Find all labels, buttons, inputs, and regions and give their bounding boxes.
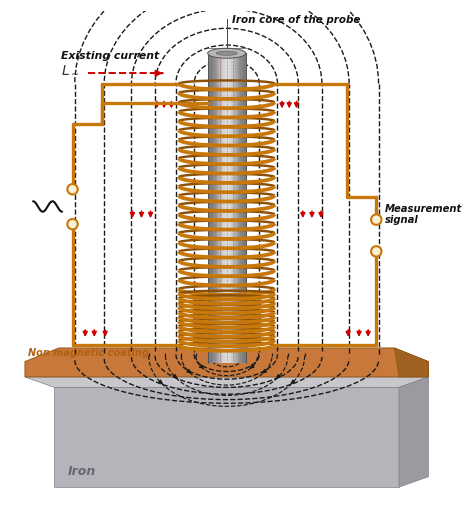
Bar [246, 53, 247, 364]
Text: $L_{\sim}$: $L_{\sim}$ [61, 62, 80, 76]
Bar [209, 53, 210, 364]
Text: Iron: Iron [68, 465, 96, 478]
Bar [211, 53, 213, 364]
Bar [245, 53, 246, 364]
Polygon shape [394, 348, 428, 377]
Circle shape [67, 219, 78, 229]
Bar [226, 53, 228, 364]
Ellipse shape [208, 48, 246, 58]
Text: Iron core of the probe: Iron core of the probe [232, 15, 361, 25]
Circle shape [371, 246, 382, 257]
Bar [234, 53, 236, 364]
Bar [242, 53, 244, 364]
Bar [210, 53, 212, 364]
Bar [235, 53, 237, 364]
Bar [228, 53, 229, 364]
Text: signal: signal [384, 215, 418, 225]
Polygon shape [399, 377, 428, 487]
Bar [217, 53, 219, 364]
Bar [214, 53, 216, 364]
Bar [219, 53, 221, 364]
Bar [223, 53, 225, 364]
Bar [228, 53, 230, 364]
Text: Measurement: Measurement [384, 204, 462, 214]
Text: Existing current: Existing current [61, 50, 159, 61]
Ellipse shape [216, 51, 237, 55]
Bar [240, 53, 242, 364]
Bar [239, 53, 241, 364]
Bar [208, 53, 210, 364]
Polygon shape [25, 348, 428, 377]
Polygon shape [55, 387, 399, 487]
Bar [218, 53, 220, 364]
Bar [213, 53, 215, 364]
Bar [222, 53, 224, 364]
Bar [221, 53, 222, 364]
Circle shape [371, 215, 382, 225]
Text: Non magnetic coating: Non magnetic coating [28, 347, 149, 358]
Bar [238, 53, 239, 364]
Bar [237, 53, 238, 364]
Bar [243, 53, 245, 364]
Bar [216, 53, 217, 364]
Bar [231, 53, 233, 364]
Bar [230, 53, 232, 364]
Bar [233, 53, 234, 364]
Polygon shape [25, 377, 428, 387]
Circle shape [67, 184, 78, 194]
Bar [225, 53, 227, 364]
